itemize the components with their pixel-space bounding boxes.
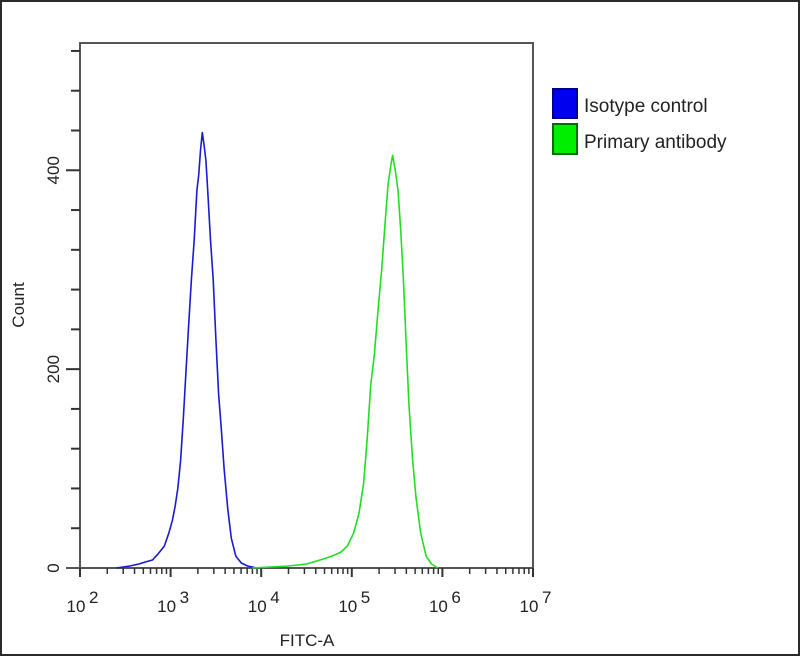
legend-label-isotype: Isotype control: [584, 96, 708, 117]
x-tick-exponent: 6: [451, 588, 460, 607]
y-tick-label: 400: [44, 156, 63, 184]
legend-swatch-primary: [552, 123, 578, 155]
legend-label-primary: Primary antibody: [584, 132, 727, 153]
y-axis-title: Count: [9, 282, 28, 328]
y-tick-label: 200: [44, 355, 63, 383]
x-tick-label: 10: [67, 597, 86, 616]
legend: Isotype control Primary antibody: [552, 88, 727, 155]
x-tick-label: 10: [338, 597, 357, 616]
x-tick-exponent: 4: [270, 588, 279, 607]
y-tick-label: 0: [44, 563, 63, 572]
primary-antibody-curve: [252, 154, 439, 569]
x-tick-label: 10: [429, 597, 448, 616]
x-tick-exponent: 2: [89, 588, 98, 607]
isotype-control-curve: [116, 131, 257, 569]
x-tick-label: 10: [520, 597, 539, 616]
x-tick-exponent: 3: [180, 588, 189, 607]
x-axis: 10 2 10 3 10 4 10 5 10 6 10 7: [66, 567, 551, 616]
x-tick-exponent: 5: [361, 588, 370, 607]
series-layer: [116, 131, 439, 569]
y-axis: 0 200 400: [44, 43, 81, 576]
x-tick-label: 10: [248, 597, 267, 616]
x-tick-label: 10: [157, 597, 176, 616]
plot-area: [79, 42, 534, 569]
legend-swatch-isotype: [552, 88, 578, 119]
x-axis-title: FITC-A: [280, 631, 335, 650]
x-tick-exponent: 7: [542, 588, 551, 607]
